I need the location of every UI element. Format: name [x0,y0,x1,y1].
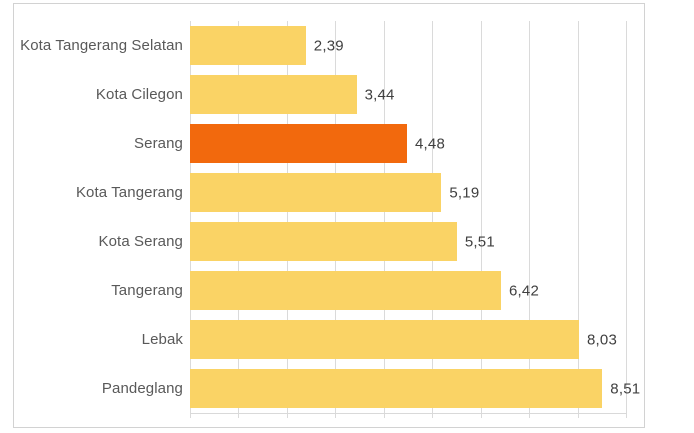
gridline-4 [383,21,385,418]
category-label-serang: Serang [134,135,183,152]
gridline-6 [480,21,482,418]
bar-kota-serang [190,222,457,261]
bar-row-kota-cilegon: 3,44 [190,70,626,119]
bar-serang-highlighted [190,124,407,163]
bar-row-serang: 4,48 [190,119,626,168]
bar-row-kota-serang: 5,51 [190,217,626,266]
gridline-2 [286,21,288,418]
category-row-tangerang: Tangerang [14,266,183,315]
plot-area: 2,39 3,44 4,48 5,19 5,51 6,42 8,03 8,51 [190,21,640,418]
gridline-3 [335,21,337,418]
value-label-serang: 4,48 [415,135,445,152]
value-label-kota-tangerang-selatan: 2,39 [313,37,344,54]
category-label-kota-tangerang-selatan: Kota Tangerang Selatan [20,37,183,54]
category-row-kota-tangerang-selatan: Kota Tangerang Selatan [14,21,183,70]
value-label-lebak: 8,03 [587,331,617,348]
category-label-pandeglang: Pandeglang [101,380,183,397]
category-label-tangerang: Tangerang [111,282,183,299]
category-row-pandeglang: Pandeglang [14,364,183,413]
category-row-serang: Serang [14,119,183,168]
gridline-0 [190,21,191,418]
bar-row-pandeglang: 8,51 [190,364,640,413]
value-label-tangerang: 6,42 [509,282,539,299]
category-label-kota-serang: Kota Serang [98,233,183,250]
bar-row-tangerang: 6,42 [190,266,626,315]
category-row-kota-tangerang: Kota Tangerang [14,168,183,217]
bar-kota-tangerang [190,173,442,212]
gridline-1 [238,21,240,418]
bar-row-lebak: 8,03 [190,315,626,364]
gridline-5 [432,21,434,418]
category-row-lebak: Lebak [14,315,183,364]
value-label-kota-tangerang: 5,19 [449,184,480,201]
category-label-kota-cilegon: Kota Cilegon [95,86,183,103]
gridline-7 [529,21,531,418]
gridline-9 [626,21,627,418]
category-row-kota-serang: Kota Serang [14,217,183,266]
category-label-kota-tangerang: Kota Tangerang [75,184,183,201]
bar-lebak [190,320,579,359]
category-row-kota-cilegon: Kota Cilegon [14,70,183,119]
category-axis-labels: Kota Tangerang Selatan Kota Cilegon Serang… [14,21,183,413]
value-label-pandeglang: 8,51 [610,380,641,397]
chart-frame: Kota Tangerang Selatan Kota Cilegon Serang… [13,3,645,428]
bar-row-kota-tangerang: 5,19 [190,168,626,217]
bar-tangerang [190,271,501,310]
bar-kota-tangerang-selatan [190,26,306,65]
bar-row-kota-tangerang-selatan: 2,39 [190,21,626,70]
x-axis-line [190,413,627,414]
bar-series: 2,39 3,44 4,48 5,19 5,51 6,42 8,03 8,51 [190,21,640,413]
bar-pandeglang [190,369,603,408]
value-label-kota-serang: 5,51 [464,233,495,250]
category-label-lebak: Lebak [141,331,183,348]
value-label-kota-cilegon: 3,44 [364,86,395,103]
bar-kota-cilegon [190,75,357,114]
gridline-8 [577,21,579,418]
